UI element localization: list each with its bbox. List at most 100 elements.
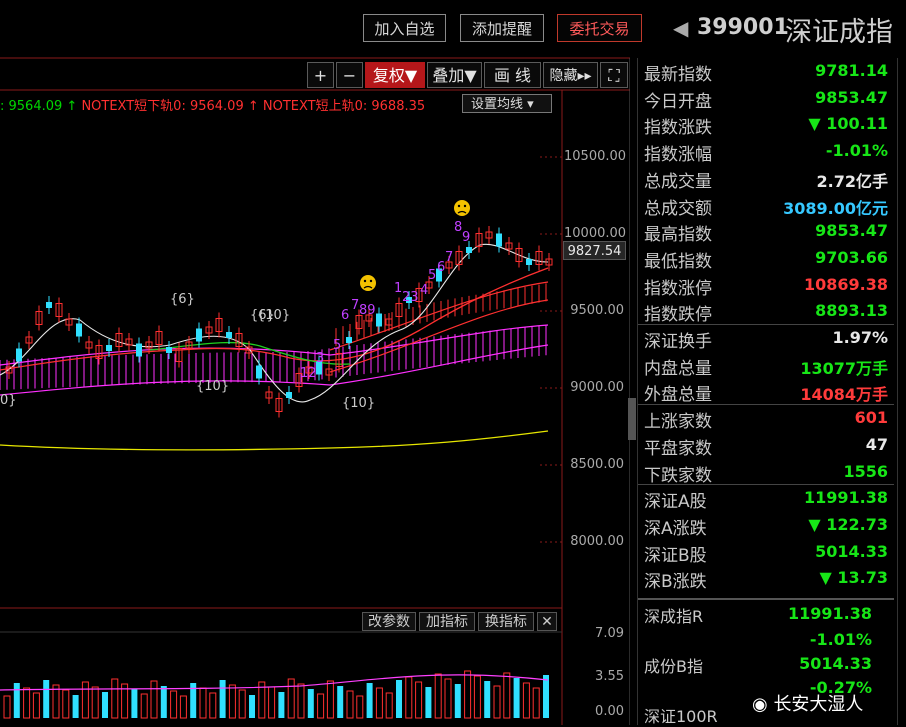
weibo-icon: ◉ <box>752 694 774 715</box>
candle-body <box>385 318 393 326</box>
candle-body <box>325 368 333 376</box>
volume-bar <box>52 684 60 719</box>
prev-arrow-icon[interactable]: ◀ <box>673 16 689 40</box>
count-label: 9 <box>462 230 471 245</box>
kline-chart[interactable] <box>0 0 630 725</box>
quote-label: 外盘总量 <box>644 385 712 406</box>
candle-body <box>436 268 442 282</box>
fullscreen-icon[interactable]: ⛶ <box>600 62 628 88</box>
candle-body <box>346 337 352 343</box>
quote-row: 深证A股 11991.38 <box>638 485 894 512</box>
candle-body <box>406 297 412 303</box>
quote-row: 深证换手 1.97% <box>638 325 894 352</box>
band-edge <box>329 299 549 373</box>
volume-bar <box>199 687 207 719</box>
quote-label: 指数跌停 <box>644 305 712 326</box>
overlay-button[interactable]: 叠加▼ <box>427 62 482 88</box>
brace-label: 0} <box>0 393 17 408</box>
bottom-value: 5014.33 <box>799 654 872 673</box>
candle-body <box>275 398 283 412</box>
quote-value: 14084万手 <box>800 385 888 405</box>
hide-button[interactable]: 隐藏▸▸ <box>543 62 598 88</box>
side-edge-strip <box>897 58 906 725</box>
candle-body <box>286 392 292 398</box>
volume-bar <box>258 681 266 719</box>
volume-bar <box>337 686 344 718</box>
add-indicator-button[interactable]: 加指标 <box>419 612 475 631</box>
bottom-label: 成份B指 <box>644 657 703 676</box>
y-tick: 9500.00 <box>570 303 624 318</box>
add-alert-button[interactable]: 添加提醒 <box>460 14 544 42</box>
legend-item-1: : 9564.09 ↑ <box>0 99 78 114</box>
y-tick: 8000.00 <box>570 534 624 549</box>
close-icon[interactable]: ✕ <box>537 612 557 631</box>
quote-label: 深A涨跌 <box>644 518 707 539</box>
candle-body <box>316 361 322 375</box>
zoom-out-button[interactable]: − <box>336 62 363 88</box>
candle-body <box>95 345 103 359</box>
volume-bar <box>405 676 413 719</box>
zoom-in-button[interactable]: + <box>307 62 334 88</box>
adjust-rights-button[interactable]: 复权▼ <box>365 62 425 88</box>
quote-value: ▼ 13.73 <box>819 568 888 588</box>
quote-row: 指数涨跌 ▼ 100.11 <box>638 111 894 138</box>
volume-bar <box>375 687 383 719</box>
count-label: 7 <box>445 250 454 265</box>
candle-body <box>155 331 163 345</box>
volume-bar <box>307 689 314 718</box>
watermark: ◉ 长安大湿人 <box>752 694 864 715</box>
candle-body <box>166 347 172 353</box>
count-label: 3 <box>316 351 325 366</box>
bottom-value: -1.01% <box>809 630 872 649</box>
candle-body <box>145 341 153 349</box>
volume-bar <box>13 683 20 718</box>
candle-body <box>515 248 523 262</box>
trade-button[interactable]: 委托交易 <box>557 14 642 42</box>
count-label: 5 <box>428 268 437 283</box>
edit-params-button[interactable]: 改参数 <box>362 612 416 631</box>
candle-body <box>215 318 223 332</box>
quote-row: 指数跌停 8893.13 <box>638 298 894 326</box>
quote-label: 内盘总量 <box>644 358 712 379</box>
brace-label: {6} <box>170 292 195 307</box>
candle-body <box>376 313 382 327</box>
candle-body <box>415 288 423 302</box>
candle-body <box>25 336 33 344</box>
quote-value: 47 <box>865 434 888 454</box>
vol-tick: 3.55 <box>595 669 624 684</box>
bottom-value: 11991.38 <box>787 604 872 623</box>
quote-value: ▼ 100.11 <box>808 114 888 134</box>
switch-indicator-button[interactable]: 换指标 <box>478 612 534 631</box>
candle-body <box>295 373 303 387</box>
quote-label: 最高指数 <box>644 225 712 246</box>
quote-value: 9781.14 <box>815 61 888 80</box>
quote-value: -1.01% <box>825 141 888 161</box>
y-tick: 8500.00 <box>570 457 624 472</box>
draw-line-button[interactable]: 画 线 <box>484 62 541 88</box>
count-label: 7 <box>351 298 360 313</box>
quote-label: 深B涨跌 <box>644 572 707 593</box>
volume-bar <box>228 684 236 719</box>
volume-bar <box>366 683 373 718</box>
quote-label: 总成交量 <box>644 171 712 192</box>
chart-scrollbar[interactable] <box>628 398 636 440</box>
candle-body <box>335 353 343 367</box>
volume-bars <box>3 670 549 719</box>
quote-row: 下跌家数 1556 <box>638 459 894 486</box>
set-ma-dropdown[interactable]: 设置均线 ▾ <box>462 94 552 113</box>
candlesticks <box>5 226 553 418</box>
candle-body <box>395 303 403 317</box>
quote-row: 最高指数 9853.47 <box>638 218 894 246</box>
candle-body <box>65 318 73 326</box>
volume-bar <box>532 687 540 719</box>
volume-bar <box>170 690 178 719</box>
candle-body <box>16 348 22 362</box>
candle-body <box>355 315 363 329</box>
quote-value: 1.97% <box>832 328 888 347</box>
add-watchlist-button[interactable]: 加入自选 <box>363 14 446 42</box>
candle-body <box>115 333 123 347</box>
quote-row: 深A涨跌 ▼ 122.73 <box>638 512 894 539</box>
candle-body <box>106 345 112 351</box>
quote-label: 平盘家数 <box>644 438 712 459</box>
quote-value: 10869.38 <box>803 274 888 294</box>
